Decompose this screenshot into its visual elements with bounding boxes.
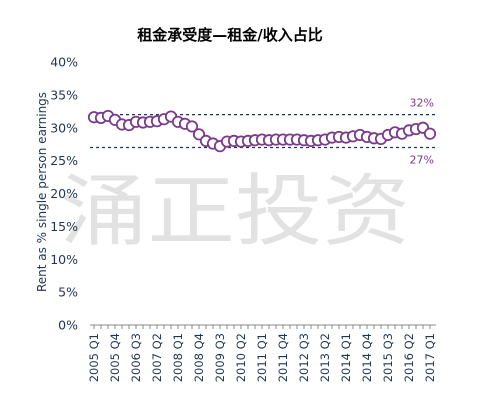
x-tick-label: 2007 Q2 (150, 333, 164, 382)
series-layer (87, 109, 437, 153)
x-tick-label: 2014 Q1 (339, 333, 353, 382)
x-tick-label: 2013 Q2 (318, 333, 332, 382)
x-tick-label: 2014 Q4 (360, 333, 374, 382)
x-tick-label: 2008 Q4 (192, 333, 206, 382)
x-tick-label: 2010 Q2 (234, 333, 248, 382)
x-tick-label: 2012 Q3 (297, 333, 311, 382)
y-tick-label: 0% (58, 318, 78, 333)
x-tick-label: 2017 Q1 (423, 333, 437, 382)
x-tick-label: 2009 Q3 (213, 333, 227, 382)
reference-line-label: 27% (410, 153, 434, 166)
chart-title: 租金承受度—租金/收入占比 (137, 26, 322, 44)
reference-line-label: 32% (410, 97, 434, 110)
watermark-text: 涌正投资 (60, 167, 410, 257)
data-point (185, 120, 199, 133)
y-tick-label: 40% (50, 55, 78, 70)
y-tick-label: 20% (50, 186, 78, 201)
x-tick-label: 2011 Q1 (255, 333, 269, 382)
y-tick-label: 25% (50, 153, 78, 168)
x-tick-label: 2015 Q3 (381, 333, 395, 382)
y-axis: 0% 5% 10% 15% 20% 25% 30% 35% 40% (50, 55, 78, 333)
y-tick-label: 5% (58, 285, 78, 300)
x-tick-label: 2016 Q2 (402, 333, 416, 382)
x-tick-label: 2006 Q3 (129, 333, 143, 382)
x-tick-label: 2005 Q4 (108, 333, 122, 382)
y-tick-label: 35% (50, 87, 78, 102)
x-tick-label: 2008 Q1 (171, 333, 185, 382)
y-tick-label: 30% (50, 120, 78, 135)
y-tick-label: 15% (50, 219, 78, 234)
reference-lines: 32% 27% (90, 97, 436, 166)
x-tick-label: 2011 Q4 (276, 333, 290, 382)
y-tick-label: 10% (50, 252, 78, 267)
y-axis-label: Rent as % single person earnings (35, 92, 49, 292)
x-axis: 2005 Q1 2005 Q4 2006 Q3 2007 Q2 2008 Q1 2008 … (87, 324, 437, 382)
x-tick-label: 2005 Q1 (87, 333, 101, 382)
data-point (423, 127, 437, 140)
watermark: 涌正投资 (60, 167, 410, 257)
